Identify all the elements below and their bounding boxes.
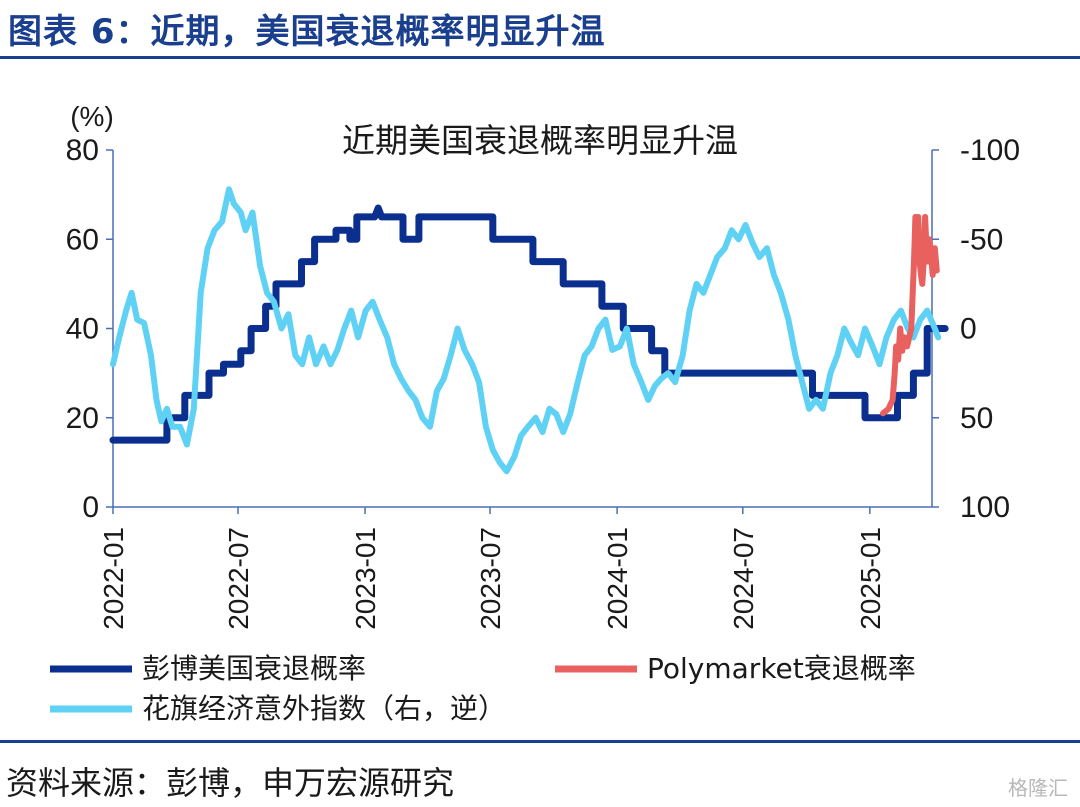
right-tick-label: 100 xyxy=(960,491,1010,524)
chart: 近期美国衰退概率明显升温 (%) 0 20 40 60 80 -100 -50 0 50 100 2… xyxy=(50,101,1020,725)
right-tick-label: -50 xyxy=(960,223,1003,256)
x-tick-label: 2025-01 xyxy=(855,527,886,630)
left-tick-label: 60 xyxy=(66,223,99,256)
series-line-0 xyxy=(109,204,949,444)
top-rule xyxy=(0,56,1080,59)
left-tick-label: 40 xyxy=(66,313,99,346)
x-tick-label: 2023-01 xyxy=(350,527,381,630)
legend-label-1: Polymarket衰退概率 xyxy=(647,652,916,685)
series-layer xyxy=(109,186,949,475)
watermark-logo: 格隆汇 xyxy=(1008,776,1068,800)
x-tick-label: 2024-07 xyxy=(728,527,759,630)
legend-label-0: 彭博美国衰退概率 xyxy=(142,652,366,685)
left-tick-label: 80 xyxy=(66,134,99,167)
left-axis-unit: (%) xyxy=(70,101,114,132)
x-tick-label: 2022-01 xyxy=(98,527,129,630)
legend-label-2: 花旗经济意外指数（右，逆） xyxy=(142,692,506,725)
series-line-1 xyxy=(880,213,940,417)
right-tick-label: 0 xyxy=(960,313,977,346)
source-note: 资料来源：彭博，申万宏源研究 xyxy=(6,764,455,802)
left-tick-label: 20 xyxy=(66,402,99,435)
series-line-2 xyxy=(110,186,942,475)
bottom-rule xyxy=(0,740,1080,743)
left-tick-label: 0 xyxy=(82,491,99,524)
right-tick-label: -100 xyxy=(960,134,1020,167)
x-tick-label: 2023-07 xyxy=(475,527,506,630)
right-tick-label: 50 xyxy=(960,402,993,435)
chart-title: 近期美国衰退概率明显升温 xyxy=(342,121,738,160)
axes: 0 20 40 60 80 -100 -50 0 50 100 2022-01 2022-07 2023… xyxy=(66,134,1020,630)
x-tick-label: 2022-07 xyxy=(223,527,254,630)
figure-title: 图表 6：近期，美国衰退概率明显升温 xyxy=(8,12,606,52)
x-tick-label: 2024-01 xyxy=(602,527,633,630)
